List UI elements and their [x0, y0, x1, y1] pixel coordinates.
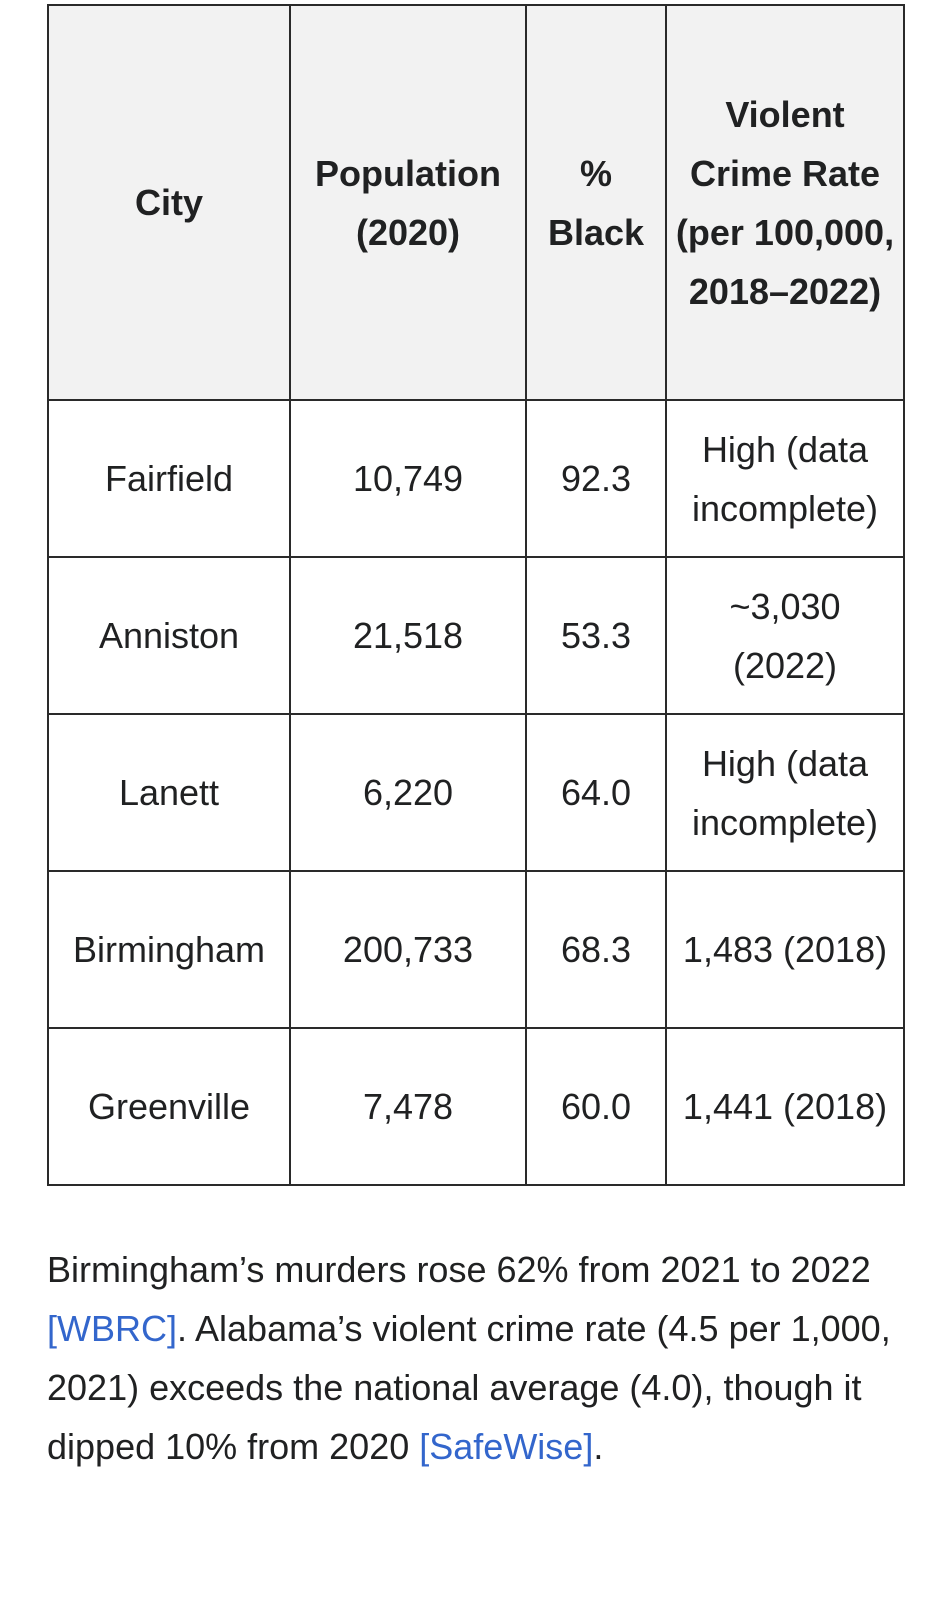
cell-percent-black: 60.0 [525, 1027, 667, 1186]
header-population: Population (2020) [289, 4, 527, 401]
cell-population: 7,478 [289, 1027, 527, 1186]
table-row: Fairfield 10,749 92.3 High (data incompl… [47, 399, 905, 558]
cell-crime-rate: High (data incomplete) [665, 399, 905, 558]
cell-population: 10,749 [289, 399, 527, 558]
crime-table-container: City Population (2020) % Black Violent C… [47, 4, 905, 1186]
safewise-citation-link[interactable]: [SafeWise] [419, 1426, 594, 1467]
table-row: Anniston 21,518 53.3 ~3,030 (2022) [47, 556, 905, 715]
cell-percent-black: 92.3 [525, 399, 667, 558]
cell-percent-black: 53.3 [525, 556, 667, 715]
cell-city: Lanett [47, 713, 291, 872]
cell-percent-black: 64.0 [525, 713, 667, 872]
cell-crime-rate: ~3,030 (2022) [665, 556, 905, 715]
header-percent-black: % Black [525, 4, 667, 401]
cell-city: Anniston [47, 556, 291, 715]
table-row: Birmingham 200,733 68.3 1,483 (2018) [47, 870, 905, 1029]
cell-city: Greenville [47, 1027, 291, 1186]
cell-population: 21,518 [289, 556, 527, 715]
summary-text: . [593, 1426, 604, 1467]
summary-text: . Alabama’s violent crime rate (4.5 per … [47, 1308, 891, 1467]
header-violent-crime-rate: Violent Crime Rate (per 100,000, 2018–20… [665, 4, 905, 401]
cell-population: 6,220 [289, 713, 527, 872]
cell-crime-rate: High (data incomplete) [665, 713, 905, 872]
table-row: Lanett 6,220 64.0 High (data incomplete) [47, 713, 905, 872]
wbrc-citation-link[interactable]: [WBRC] [47, 1308, 177, 1349]
header-city: City [47, 4, 291, 401]
cell-crime-rate: 1,483 (2018) [665, 870, 905, 1029]
cell-population: 200,733 [289, 870, 527, 1029]
table-header-row: City Population (2020) % Black Violent C… [47, 4, 905, 401]
cell-percent-black: 68.3 [525, 870, 667, 1029]
table-row: Greenville 7,478 60.0 1,441 (2018) [47, 1027, 905, 1186]
summary-paragraph: Birmingham’s murders rose 62% from 2021 … [47, 1240, 903, 1476]
cell-city: Birmingham [47, 870, 291, 1029]
summary-text: Birmingham’s murders rose 62% from 2021 … [47, 1249, 871, 1290]
cell-crime-rate: 1,441 (2018) [665, 1027, 905, 1186]
cell-city: Fairfield [47, 399, 291, 558]
crime-data-table: City Population (2020) % Black Violent C… [47, 4, 905, 1186]
